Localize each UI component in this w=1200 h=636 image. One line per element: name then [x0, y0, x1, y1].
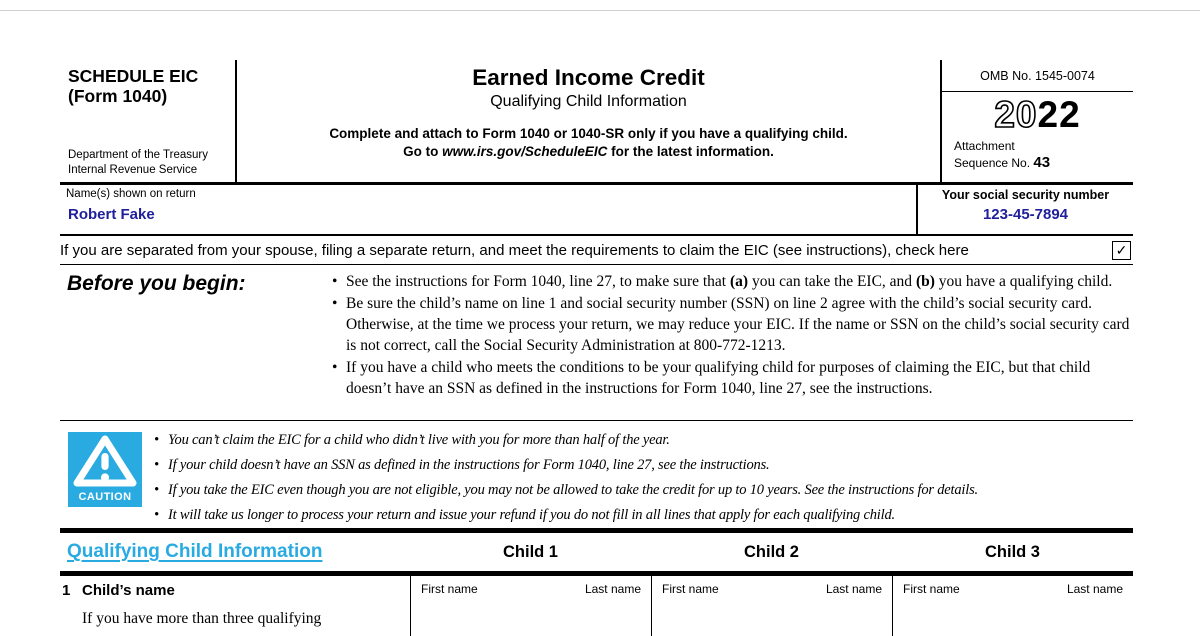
name-field[interactable]: Robert Fake	[68, 206, 155, 223]
ssn-cell: Your social security number 123-45-7894	[916, 185, 1133, 234]
form-header: SCHEDULE EIC (Form 1040) Department of t…	[60, 60, 1133, 185]
separated-row: If you are separated from your spouse, f…	[60, 236, 1133, 265]
caution-bullet-1: You can’t claim the EIC for a child who …	[154, 428, 1133, 452]
row-1-label: Child’s name	[82, 582, 175, 599]
attach-instruction: Complete and attach to Form 1040 or 1040…	[329, 126, 848, 141]
child-1-name-field[interactable]: First name Last name	[410, 576, 651, 636]
schedule-block: SCHEDULE EIC (Form 1040) Department of t…	[60, 60, 237, 182]
caution-bullets: You can’t claim the EIC for a child who …	[154, 427, 1133, 528]
row-1-number: 1	[62, 582, 71, 599]
row-1-childs-name: 1 Child’s name If you have more than thr…	[60, 576, 1133, 636]
page-title: Earned Income Credit	[472, 65, 705, 90]
child-3-header: Child 3	[984, 542, 1040, 561]
caution-bullet-2: If your child doesn’t have an SSN as def…	[154, 453, 1133, 477]
child-2-header: Child 2	[743, 542, 799, 561]
caution-bullet-3: If you take the EIC even though you are …	[154, 478, 1133, 502]
qualifying-child-information-link[interactable]: Qualifying Child Information	[67, 541, 323, 562]
begin-bullet-1-end: you have a qualifying child.	[934, 273, 1113, 290]
schedule-titles: SCHEDULE EIC (Form 1040)	[68, 66, 229, 106]
tax-year-digits: 22	[1037, 94, 1081, 135]
agency-block: Department of the Treasury Internal Reve…	[68, 148, 229, 178]
qualifying-child-header-row: Qualifying Child Information Child 1 Chi…	[60, 533, 1133, 576]
page-subtitle: Qualifying Child Information	[490, 93, 687, 110]
child-2-first-name-label: First name	[662, 582, 719, 596]
begin-bullet-1-a: (a)	[730, 273, 749, 290]
omb-block: OMB No. 1545-0074 2022 Attachment Sequen…	[940, 60, 1133, 182]
attachment-sequence: Attachment Sequence No. 43	[942, 139, 1133, 173]
tax-year: 2022	[942, 94, 1133, 135]
check-icon: ✓	[1115, 242, 1128, 258]
begin-bullet-1: See the instructions for Form 1040, line…	[332, 271, 1133, 292]
schedule-eic-form: SCHEDULE EIC (Form 1040) Department of t…	[60, 60, 1133, 636]
separated-checkbox[interactable]: ✓	[1112, 240, 1131, 260]
page-top-divider	[0, 10, 1200, 11]
begin-bullet-2: Be sure the child’s name on line 1 and s…	[332, 293, 1133, 356]
row-1-heading: 1 Child’s name	[60, 582, 410, 599]
child-1-first-name-label: First name	[421, 582, 478, 596]
ssn-label: Your social security number	[941, 188, 1110, 202]
goto-prefix: Go to	[403, 144, 443, 159]
row-1-note: If you have more than three qualifying	[82, 610, 322, 627]
caution-triangle-graphic	[68, 432, 142, 507]
sequence-number: 43	[1033, 153, 1051, 171]
before-you-begin-bullets: See the instructions for Form 1040, line…	[332, 265, 1133, 420]
child-2-name-field[interactable]: First name Last name	[651, 576, 892, 636]
ssn-field[interactable]: 123-45-7894	[982, 206, 1069, 223]
caution-icon: CAUTION	[68, 432, 142, 507]
before-you-begin-label: Before you begin:	[67, 272, 246, 295]
begin-bullet-1-mid: you can take the EIC, and	[748, 273, 916, 290]
goto-instruction: Go to www.irs.gov/ScheduleEIC for the la…	[237, 144, 940, 159]
caution-label: CAUTION	[78, 491, 132, 503]
child-3-first-name-label: First name	[903, 582, 960, 596]
sequence-label: Sequence No.	[954, 155, 1034, 170]
goto-suffix: for the latest information.	[607, 144, 774, 159]
form-number: (Form 1040)	[68, 86, 168, 107]
begin-bullet-1-text: See the instructions for Form 1040, line…	[346, 273, 730, 290]
begin-bullet-3: If you have a child who meets the condit…	[332, 357, 1133, 399]
sequence-line: Sequence No. 43	[954, 154, 1133, 173]
agency-line-1: Department of the Treasury	[68, 149, 208, 162]
child-3-name-field[interactable]: First name Last name	[892, 576, 1133, 636]
begin-bullet-1-b: (b)	[915, 273, 935, 290]
name-label: Name(s) shown on return	[66, 188, 196, 200]
child-1-last-name-label: Last name	[584, 582, 641, 596]
irs-schedule-eic-link[interactable]: www.irs.gov/ScheduleEIC	[442, 144, 608, 159]
child-3-last-name-label: Last name	[1066, 582, 1123, 596]
separated-text: If you are separated from your spouse, f…	[60, 241, 969, 259]
tax-year-century: 20	[994, 94, 1038, 135]
row-1-label-cell: 1 Child’s name If you have more than thr…	[60, 576, 410, 636]
agency-line-2: Internal Revenue Service	[68, 164, 198, 177]
section-title-cell: Qualifying Child Information	[60, 541, 410, 563]
child-2-last-name-label: Last name	[825, 582, 882, 596]
name-cell: Name(s) shown on return Robert Fake	[60, 185, 916, 234]
title-block: Earned Income Credit Qualifying Child In…	[237, 60, 940, 182]
before-you-begin-section: Before you begin: See the instructions f…	[60, 265, 1133, 421]
child-1-header: Child 1	[502, 542, 558, 561]
attachment-label: Attachment	[954, 138, 1015, 153]
schedule-title: SCHEDULE EIC	[68, 66, 199, 86]
caution-bullet-4: It will take us longer to process your r…	[154, 503, 1133, 527]
caution-section: CAUTION You can’t claim the EIC for a ch…	[60, 421, 1133, 533]
omb-number: OMB No. 1545-0074	[942, 60, 1133, 92]
identity-row: Name(s) shown on return Robert Fake Your…	[60, 185, 1133, 236]
